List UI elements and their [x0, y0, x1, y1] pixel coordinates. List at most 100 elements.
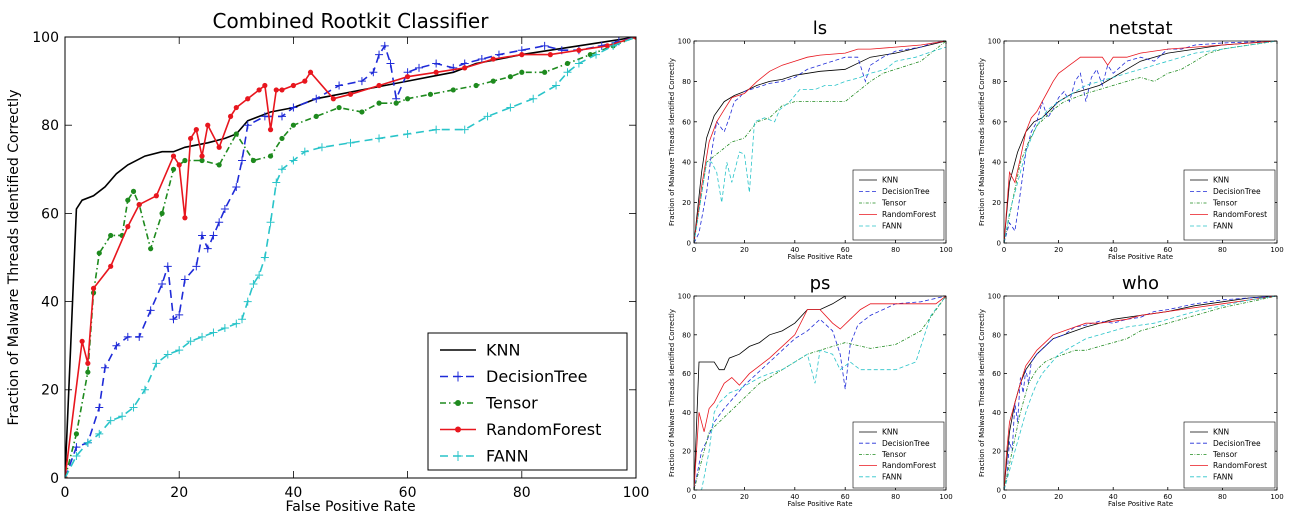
- data-point: [198, 332, 207, 341]
- x-tick-label: 80: [891, 493, 900, 501]
- legend-label: KNN: [486, 341, 520, 360]
- legend-label: Tensor: [485, 394, 538, 413]
- data-point: [432, 59, 441, 68]
- data-point: [307, 69, 314, 75]
- data-point: [108, 232, 114, 239]
- data-point: [290, 122, 296, 128]
- data-point: [163, 262, 172, 271]
- data-point: [199, 157, 205, 164]
- data-point: [369, 68, 378, 77]
- legend-box: [1183, 169, 1276, 241]
- y-tick-label: 40: [682, 409, 691, 417]
- x-tick-label: 100: [1270, 246, 1283, 254]
- data-point: [90, 285, 97, 291]
- data-point: [357, 77, 366, 86]
- x-tick-label: 60: [1163, 246, 1172, 254]
- data-point: [260, 253, 269, 262]
- y-axis-label: Fraction of Malware Threads Identified C…: [668, 309, 676, 477]
- legend: KNN DecisionTree Tensor RandomForest FANN: [427, 332, 628, 471]
- data-point: [256, 87, 262, 93]
- data-point: [506, 103, 515, 112]
- series-line-randomforest: [1004, 41, 1277, 243]
- x-tick-label: 40: [790, 246, 799, 254]
- data-point: [95, 403, 104, 412]
- x-tick-label: 100: [939, 246, 952, 254]
- x-tick-label: 60: [399, 485, 417, 501]
- x-tick-label: 80: [1218, 246, 1227, 254]
- x-tick-label: 0: [1002, 493, 1006, 501]
- axes-frame: [693, 295, 947, 491]
- data-point: [170, 153, 177, 159]
- legend-label: Tensor: [881, 450, 907, 459]
- legend-label: Tensor: [1212, 450, 1238, 459]
- data-point: [216, 144, 222, 150]
- x-axis-label: False Positive Rate: [787, 253, 852, 261]
- data-point: [279, 87, 285, 93]
- y-tick-label: 0: [997, 486, 1001, 494]
- data-point: [494, 50, 503, 59]
- legend-label: RandomForest: [1213, 461, 1267, 470]
- chart-2: 0 20 40 60 80 100 0 20 40 60 80 100 netstat False Pos…: [978, 18, 1284, 261]
- series-line-decisiontree: [694, 296, 946, 490]
- data-point: [375, 134, 384, 143]
- x-tick-label: 80: [513, 485, 531, 501]
- data-point: [449, 63, 458, 72]
- series-line-fann: [694, 296, 946, 490]
- data-point: [564, 60, 571, 67]
- y-tick-label: 60: [41, 206, 59, 222]
- legend-label: FANN: [1213, 472, 1233, 481]
- data-point: [245, 96, 251, 102]
- data-point: [148, 246, 154, 252]
- legend-label: KNN: [1213, 176, 1229, 185]
- data-point: [108, 263, 114, 269]
- series-line-knn: [694, 41, 946, 243]
- y-tick-label: 100: [678, 292, 691, 300]
- x-tick-label: 0: [1002, 246, 1006, 254]
- legend-label: DecisionTree: [882, 187, 930, 196]
- axes-frame: [693, 40, 947, 244]
- x-tick-label: 80: [891, 246, 900, 254]
- y-tick-label: 80: [682, 78, 691, 86]
- chart-4: 0 20 40 60 80 100 0 20 40 60 80 100 who False Positiv…: [978, 273, 1284, 508]
- data-point: [473, 82, 479, 89]
- data-point: [199, 153, 205, 159]
- legend: KNN DecisionTree Tensor RandomForest FANN: [852, 169, 945, 241]
- data-point: [175, 346, 184, 355]
- data-point: [375, 50, 384, 59]
- data-point: [302, 78, 308, 84]
- data-point: [220, 324, 229, 333]
- chart-3: 0 20 40 60 80 100 0 20 40 60 80 100 ps False Positive…: [668, 273, 953, 508]
- series-line-tensor: [65, 37, 636, 478]
- y-tick-label: 80: [992, 78, 1001, 86]
- data-point: [112, 341, 121, 350]
- y-tick-label: 20: [992, 199, 1001, 207]
- y-tick-label: 80: [41, 118, 59, 134]
- data-point: [180, 275, 189, 284]
- data-point: [529, 94, 538, 103]
- data-point: [267, 127, 274, 133]
- data-point: [125, 197, 131, 203]
- data-point: [260, 112, 269, 121]
- x-tick-label: 60: [841, 246, 850, 254]
- data-point: [540, 41, 549, 50]
- data-point: [232, 182, 241, 191]
- data-point: [175, 310, 184, 319]
- data-point: [73, 431, 80, 437]
- x-tick-label: 40: [284, 485, 302, 501]
- y-axis-label: Fraction of Malware Threads Identified C…: [978, 309, 986, 477]
- series-line-fann: [1004, 41, 1277, 243]
- legend-marker: [455, 400, 461, 406]
- data-point: [238, 156, 247, 165]
- data-point: [633, 37, 636, 40]
- data-point: [290, 82, 296, 89]
- chart-title: Combined Rootkit Classifier: [213, 9, 490, 33]
- y-tick-label: 40: [992, 409, 1001, 417]
- y-tick-label: 20: [682, 199, 691, 207]
- data-point: [215, 218, 224, 227]
- x-tick-label: 80: [1218, 493, 1227, 501]
- y-tick-label: 40: [41, 295, 59, 311]
- data-point: [243, 297, 252, 306]
- series-line-knn: [1004, 41, 1277, 243]
- series-line-tensor: [1004, 296, 1277, 490]
- x-tick-label: 100: [939, 493, 952, 501]
